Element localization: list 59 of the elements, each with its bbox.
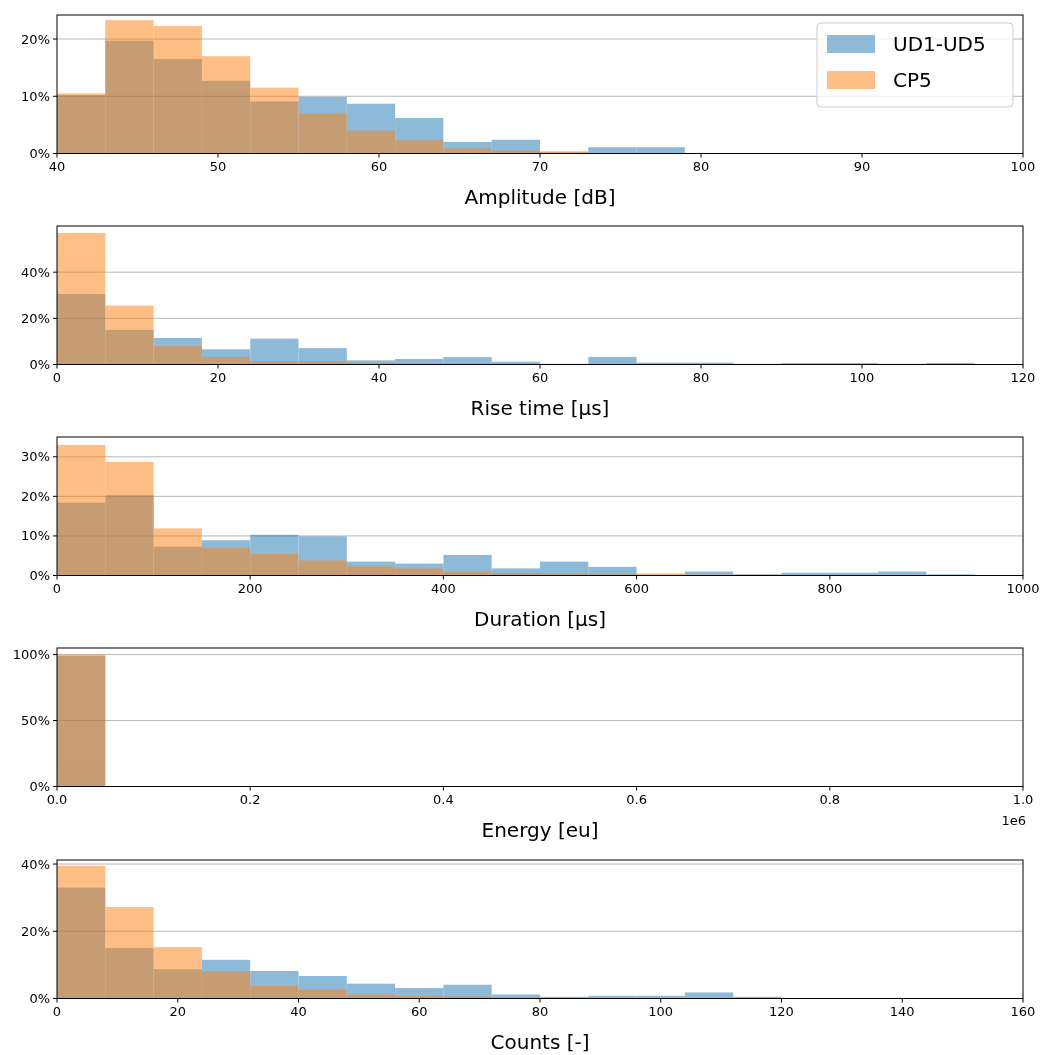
- legend-label: UD1-UD5: [893, 32, 986, 56]
- x-tick-label: 0.4: [433, 791, 454, 807]
- x-tick-label: 60: [410, 1003, 428, 1019]
- y-tick-label: 50%: [21, 713, 50, 729]
- x-tick-label: 200: [237, 580, 263, 596]
- x-tick-label: 20: [169, 1003, 187, 1019]
- x-tick-label: 40: [370, 369, 388, 385]
- x-tick-label: 100: [1010, 158, 1036, 174]
- x-tick-label: 60: [531, 369, 549, 385]
- x-tick-label: 50: [209, 158, 227, 174]
- x-tick-label: 40: [290, 1003, 307, 1019]
- x-tick-label: 80: [692, 369, 710, 385]
- x-tick-label: 0: [52, 580, 62, 596]
- x-tick-label: 70: [531, 158, 549, 174]
- x-tick-label: 400: [430, 580, 456, 596]
- x-axis-title: Amplitude [dB]: [464, 184, 616, 209]
- x-tick-label: 60: [370, 158, 388, 174]
- x-tick-label: 1000: [1006, 580, 1040, 596]
- y-tick-label: 30%: [21, 449, 50, 465]
- x-tick-label: 40: [48, 158, 66, 174]
- x-tick-label: 100: [849, 369, 875, 385]
- x-tick-label: 0.2: [239, 791, 261, 807]
- x-tick-label: 80: [692, 158, 710, 174]
- x-tick-label: 0: [52, 1003, 62, 1019]
- x-tick-label: 600: [624, 580, 650, 596]
- y-tick-label: 40%: [21, 264, 50, 280]
- x-tick-label: 0.8: [819, 791, 841, 807]
- x-axis-title: Rise time [µs]: [470, 395, 610, 420]
- y-tick-label: 100%: [12, 647, 50, 663]
- y-tick-label: 0%: [29, 146, 50, 161]
- x-tick-label: 120: [769, 1003, 794, 1019]
- y-tick-label: 0%: [29, 779, 50, 794]
- x-tick-label: 140: [889, 1003, 915, 1019]
- x-tick-label: 100: [648, 1003, 674, 1019]
- y-tick-label: 0%: [29, 357, 50, 372]
- y-tick-label: 40%: [21, 856, 50, 872]
- x-tick-label: 80: [531, 1003, 549, 1019]
- y-tick-label: 20%: [21, 488, 50, 504]
- y-tick-label: 0%: [29, 568, 50, 583]
- y-tick-label: 20%: [21, 31, 50, 47]
- y-tick-label: 20%: [21, 923, 50, 939]
- x-tick-label: 800: [817, 580, 843, 596]
- legend-label: CP5: [893, 68, 932, 92]
- y-tick-label: 20%: [21, 310, 50, 326]
- x-axis-title: Counts [-]: [490, 1029, 590, 1054]
- x-axis-title: Energy [eu]: [481, 817, 599, 842]
- x-tick-label: 0.0: [46, 791, 68, 807]
- x-tick-label: 160: [1010, 1003, 1036, 1019]
- x-tick-label: 20: [209, 369, 227, 385]
- x-axis-title: Duration [µs]: [474, 606, 606, 631]
- y-tick-label: 10%: [21, 88, 50, 104]
- x-tick-label: 120: [1010, 369, 1036, 385]
- y-tick-label: 10%: [21, 528, 50, 544]
- x-tick-label: 1.0: [1012, 791, 1034, 807]
- text: 1e6: [1001, 812, 1026, 828]
- x-tick-label: 0.6: [626, 791, 647, 807]
- y-tick-label: 0%: [29, 991, 50, 1006]
- x-tick-label: 90: [853, 158, 871, 174]
- x-tick-label: 0: [52, 369, 62, 385]
